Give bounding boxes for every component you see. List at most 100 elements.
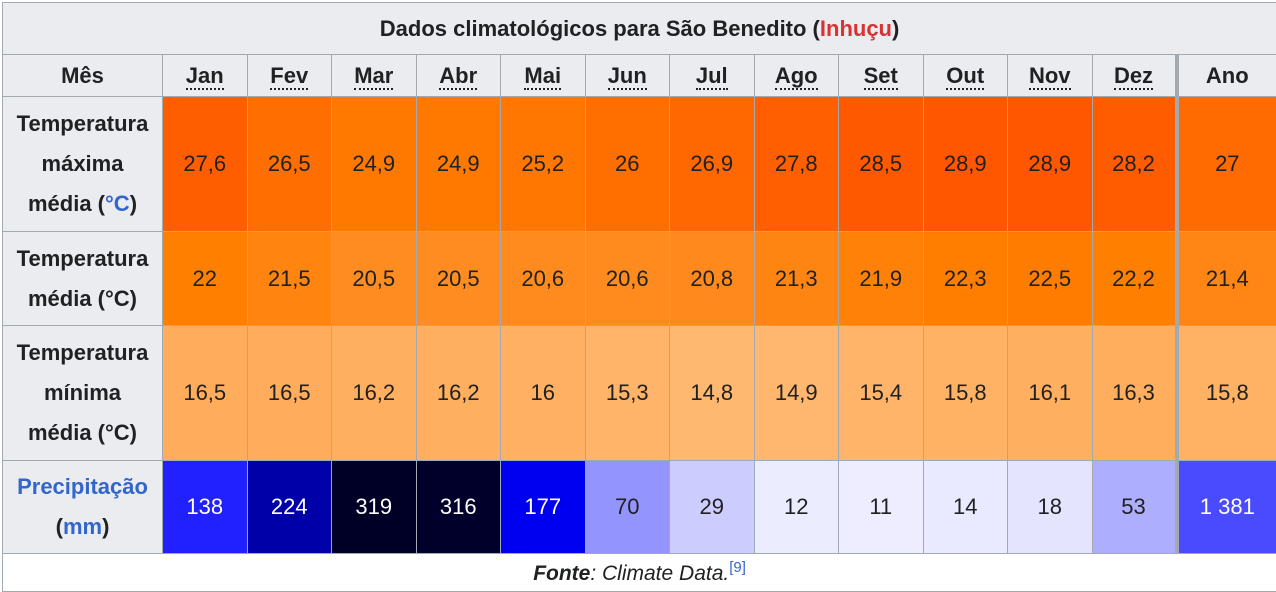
- value-cell: 26: [585, 97, 670, 232]
- value-cell: 24,9: [332, 97, 417, 232]
- value-cell: 16,1: [1008, 326, 1093, 461]
- value-cell: 11: [839, 461, 924, 554]
- value-cell: 28,2: [1092, 97, 1177, 232]
- value-cell: 27,8: [754, 97, 839, 232]
- value-cell: 14,8: [670, 326, 755, 461]
- row-label: Temperatura média (°C): [3, 232, 163, 326]
- month-abbr: Dez: [1114, 63, 1153, 90]
- month-header-0: Jan: [163, 55, 248, 97]
- month-abbr: Jun: [608, 63, 647, 90]
- value-cell: 12: [754, 461, 839, 554]
- value-cell: 16: [501, 326, 586, 461]
- month-abbr: Jan: [186, 63, 224, 90]
- value-cell: 15,3: [585, 326, 670, 461]
- value-cell: 26,9: [670, 97, 755, 232]
- value-cell: 70: [585, 461, 670, 554]
- month-header-3: Abr: [416, 55, 501, 97]
- value-cell: 14,9: [754, 326, 839, 461]
- value-cell: 21,3: [754, 232, 839, 326]
- value-cell: 177: [501, 461, 586, 554]
- annual-value-cell: 27: [1177, 97, 1276, 232]
- month-header-label: Mês: [3, 55, 163, 97]
- value-cell: 25,2: [501, 97, 586, 232]
- row-label-line: máxima: [42, 151, 124, 176]
- month-abbr: Fev: [270, 63, 308, 90]
- value-cell: 22,5: [1008, 232, 1093, 326]
- month-abbr: Mai: [524, 63, 561, 90]
- value-cell: 20,6: [585, 232, 670, 326]
- month-header-2: Mar: [332, 55, 417, 97]
- value-cell: 16,2: [416, 326, 501, 461]
- row-label-suffix: ): [130, 191, 137, 216]
- month-abbr: Jul: [696, 63, 728, 90]
- value-cell: 16,3: [1092, 326, 1177, 461]
- row-label-prefix: (: [56, 514, 63, 539]
- annual-value-cell: 21,4: [1177, 232, 1276, 326]
- footer-row: Fonte: Climate Data.[9]: [3, 554, 1276, 592]
- value-cell: 27,6: [163, 97, 248, 232]
- annual-value-cell: 1 381: [1177, 461, 1276, 554]
- value-cell: 316: [416, 461, 501, 554]
- annual-value-cell: 15,8: [1177, 326, 1276, 461]
- row-label-suffix: ): [102, 514, 109, 539]
- row-label-line: Temperatura: [17, 340, 149, 365]
- month-abbr: Set: [864, 63, 898, 90]
- month-header-1: Fev: [247, 55, 332, 97]
- value-cell: 28,5: [839, 97, 924, 232]
- month-abbr: Nov: [1029, 63, 1071, 90]
- month-header-5: Jun: [585, 55, 670, 97]
- month-abbr: Ago: [775, 63, 818, 90]
- value-cell: 29: [670, 461, 755, 554]
- row-label: Temperatura mínima média (°C): [3, 326, 163, 461]
- value-cell: 21,5: [247, 232, 332, 326]
- caption-suffix: ): [892, 16, 899, 41]
- month-header-11: Dez: [1092, 55, 1177, 97]
- month-header-8: Set: [839, 55, 924, 97]
- header-row: Mês Jan Fev Mar Abr Mai Jun Jul Ago Set Out Nov Dez…: [3, 55, 1276, 97]
- value-cell: 21,9: [839, 232, 924, 326]
- row-label-prefix: média (: [28, 191, 105, 216]
- value-cell: 20,6: [501, 232, 586, 326]
- value-cell: 16,5: [247, 326, 332, 461]
- value-cell: 28,9: [1008, 97, 1093, 232]
- source-label: Fonte: [533, 562, 590, 585]
- value-cell: 16,5: [163, 326, 248, 461]
- month-header-10: Nov: [1008, 55, 1093, 97]
- value-cell: 14: [923, 461, 1008, 554]
- row-label: Temperatura máxima média (°C): [3, 97, 163, 232]
- month-header-9: Out: [923, 55, 1008, 97]
- value-cell: 22,3: [923, 232, 1008, 326]
- value-cell: 20,8: [670, 232, 755, 326]
- row-label-line: Temperatura: [17, 111, 149, 136]
- row-label: Precipitação (mm): [3, 461, 163, 554]
- month-header-6: Jul: [670, 55, 755, 97]
- value-cell: 15,4: [839, 326, 924, 461]
- row-label-link[interactable]: Precipitação: [17, 474, 148, 499]
- value-cell: 24,9: [416, 97, 501, 232]
- source-text: : Climate Data.: [590, 562, 729, 585]
- row-label-line: Temperatura: [17, 246, 149, 271]
- value-cell: 319: [332, 461, 417, 554]
- row-label-line: mínima: [44, 380, 121, 405]
- caption-link-inhucu[interactable]: Inhuçu: [820, 16, 892, 41]
- value-cell: 18: [1008, 461, 1093, 554]
- unit-link[interactable]: °C: [105, 191, 130, 216]
- reference-link[interactable]: [9]: [729, 559, 746, 576]
- month-header-4: Mai: [501, 55, 586, 97]
- table-caption: Dados climatológicos para São Benedito (…: [3, 3, 1276, 55]
- value-cell: 224: [247, 461, 332, 554]
- value-cell: 26,5: [247, 97, 332, 232]
- month-header-7: Ago: [754, 55, 839, 97]
- month-abbr: Abr: [439, 63, 477, 90]
- value-cell: 22: [163, 232, 248, 326]
- month-abbr: Mar: [354, 63, 393, 90]
- value-cell: 138: [163, 461, 248, 554]
- value-cell: 20,5: [332, 232, 417, 326]
- row-label-prefix: média (°C): [28, 286, 137, 311]
- unit-link[interactable]: mm: [63, 514, 102, 539]
- row-label-prefix: média (°C): [28, 420, 137, 445]
